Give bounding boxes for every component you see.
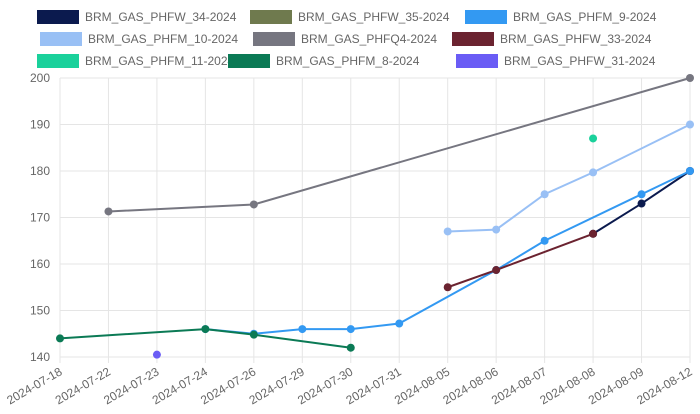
data-point[interactable] [540, 236, 549, 245]
legend-label: BRM_GAS_PHFW_31-2024 [504, 54, 656, 68]
legend-item[interactable]: BRM_GAS_PHFM_11-2024 [37, 54, 235, 68]
series-line [447, 123, 691, 233]
series-6 [589, 134, 598, 143]
data-point[interactable] [686, 74, 694, 82]
legend-swatch [465, 10, 507, 24]
legend-item[interactable]: BRM_GAS_PHFM_8-2024 [228, 54, 420, 68]
data-point[interactable] [589, 168, 598, 177]
legend-label: BRM_GAS_PHFW_34-2024 [85, 10, 237, 24]
data-point[interactable] [152, 350, 161, 359]
data-point[interactable] [637, 199, 646, 208]
series-3 [443, 120, 694, 236]
data-point[interactable] [492, 225, 501, 234]
data-point[interactable] [346, 343, 355, 352]
data-point[interactable] [686, 120, 694, 129]
legend-item[interactable]: BRM_GAS_PHFW_33-2024 [452, 32, 652, 46]
legend-swatch [40, 32, 82, 46]
series-layer [56, 74, 694, 359]
legend-swatch [456, 54, 498, 68]
y-tick-label: 180 [30, 164, 50, 178]
legend-label: BRM_GAS_PHFM_10-2024 [88, 32, 238, 46]
data-point[interactable] [395, 319, 404, 328]
legend-swatch [228, 54, 270, 68]
legend-label: BRM_GAS_PHFM_8-2024 [276, 54, 420, 68]
legend-item[interactable]: BRM_GAS_PHFW_35-2024 [250, 10, 450, 24]
legend-label: BRM_GAS_PHFM_11-2024 [85, 54, 235, 68]
legend-swatch [37, 54, 79, 68]
data-point[interactable] [298, 325, 307, 334]
data-point[interactable] [686, 167, 694, 175]
series-line [59, 328, 351, 349]
series-4 [104, 74, 694, 216]
legend-swatch [250, 10, 292, 24]
data-point[interactable] [637, 190, 646, 199]
y-tick-label: 200 [30, 71, 50, 85]
legend-item[interactable]: BRM_GAS_PHFW_31-2024 [456, 54, 656, 68]
data-point[interactable] [443, 227, 452, 236]
grid [59, 77, 691, 363]
legend-item[interactable]: BRM_GAS_PHFQ4-2024 [253, 32, 437, 46]
data-point[interactable] [443, 283, 452, 292]
data-point[interactable] [249, 330, 258, 339]
legend-swatch [253, 32, 295, 46]
data-point[interactable] [56, 334, 64, 343]
y-tick-label: 160 [30, 257, 50, 271]
legend-swatch [37, 10, 79, 24]
legend-item[interactable]: BRM_GAS_PHFM_10-2024 [40, 32, 238, 46]
series-7 [56, 325, 355, 352]
legend-label: BRM_GAS_PHFM_9-2024 [513, 10, 657, 24]
data-point[interactable] [540, 190, 549, 199]
y-tick-label: 150 [30, 304, 50, 318]
y-tick-label: 140 [30, 350, 50, 364]
series-line [447, 232, 594, 289]
series-8 [152, 350, 161, 359]
legend: BRM_GAS_PHFW_34-2024 BRM_GAS_PHFW_35-2024… [37, 10, 657, 68]
legend-label: BRM_GAS_PHFW_35-2024 [298, 10, 450, 24]
legend-label: BRM_GAS_PHFQ4-2024 [301, 32, 437, 46]
legend-label: BRM_GAS_PHFW_33-2024 [500, 32, 652, 46]
y-tick-label: 190 [30, 118, 50, 132]
series-5 [443, 229, 598, 292]
legend-swatch [452, 32, 494, 46]
data-point[interactable] [346, 325, 355, 334]
data-point[interactable] [201, 325, 210, 334]
legend-item[interactable]: BRM_GAS_PHFM_9-2024 [465, 10, 657, 24]
data-point[interactable] [249, 200, 258, 209]
legend-item[interactable]: BRM_GAS_PHFW_34-2024 [37, 10, 237, 24]
data-point[interactable] [492, 266, 501, 275]
data-point[interactable] [589, 134, 598, 143]
data-point[interactable] [104, 207, 113, 216]
data-point[interactable] [589, 229, 598, 238]
y-tick-label: 170 [30, 211, 50, 225]
x-tick-label: 2024-08-12 [634, 364, 694, 407]
